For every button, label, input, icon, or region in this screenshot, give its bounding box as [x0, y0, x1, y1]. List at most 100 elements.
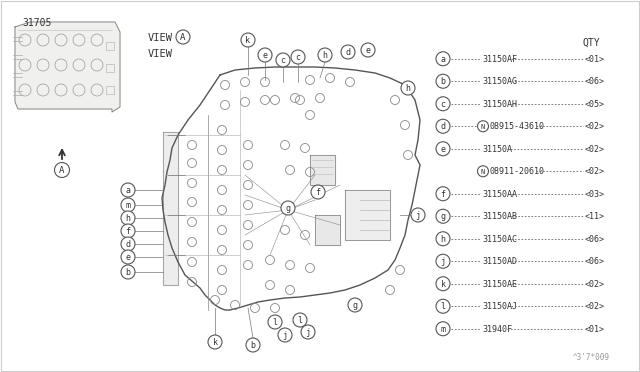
Text: N: N: [481, 124, 485, 129]
Text: d: d: [125, 240, 131, 249]
Circle shape: [436, 277, 450, 291]
Text: <06>: <06>: [585, 257, 605, 266]
Circle shape: [281, 201, 295, 215]
Circle shape: [341, 45, 355, 59]
Circle shape: [361, 43, 375, 57]
Text: <01>: <01>: [585, 325, 605, 334]
Text: h: h: [125, 214, 131, 223]
Circle shape: [121, 224, 135, 238]
Text: 31150AH: 31150AH: [482, 100, 517, 109]
Polygon shape: [345, 190, 390, 240]
Text: e: e: [262, 51, 268, 60]
Text: k: k: [246, 36, 250, 45]
Circle shape: [121, 237, 135, 251]
Text: a: a: [125, 186, 131, 195]
Text: f: f: [316, 188, 321, 197]
Circle shape: [268, 315, 282, 329]
Circle shape: [241, 33, 255, 47]
Circle shape: [121, 250, 135, 264]
Circle shape: [278, 328, 292, 342]
Polygon shape: [163, 132, 178, 285]
Text: c: c: [440, 100, 445, 109]
Text: k: k: [212, 338, 218, 347]
Circle shape: [121, 183, 135, 197]
Circle shape: [436, 97, 450, 111]
Circle shape: [436, 209, 450, 223]
Circle shape: [436, 187, 450, 201]
Text: c: c: [296, 53, 301, 62]
Circle shape: [121, 198, 135, 212]
Circle shape: [176, 30, 190, 44]
Polygon shape: [310, 155, 335, 185]
Circle shape: [436, 119, 450, 133]
Text: 31150AC: 31150AC: [482, 235, 517, 244]
Text: A: A: [60, 166, 65, 175]
Text: <02>: <02>: [585, 167, 605, 176]
Text: e: e: [365, 46, 371, 55]
Text: f: f: [125, 227, 131, 236]
Circle shape: [54, 163, 70, 177]
Circle shape: [291, 50, 305, 64]
Text: <05>: <05>: [585, 100, 605, 109]
Text: h: h: [323, 51, 328, 60]
Text: b: b: [440, 77, 445, 86]
Circle shape: [436, 52, 450, 66]
Text: <02>: <02>: [585, 302, 605, 311]
Text: 31705: 31705: [22, 18, 51, 28]
Circle shape: [293, 313, 307, 327]
Circle shape: [436, 142, 450, 156]
Text: a: a: [440, 55, 445, 64]
Text: c: c: [280, 56, 285, 65]
Circle shape: [348, 298, 362, 312]
Text: j: j: [415, 211, 420, 220]
Text: l: l: [273, 318, 278, 327]
Polygon shape: [315, 215, 340, 245]
Bar: [106, 42, 114, 50]
Circle shape: [436, 74, 450, 88]
Text: m: m: [440, 324, 445, 334]
Circle shape: [318, 48, 332, 62]
Text: 31150AJ: 31150AJ: [482, 302, 517, 311]
Text: 31150AA: 31150AA: [482, 190, 517, 199]
Text: b: b: [125, 268, 131, 277]
Text: <06>: <06>: [585, 235, 605, 244]
Text: g: g: [440, 212, 445, 221]
Text: 31150AD: 31150AD: [482, 257, 517, 266]
Text: <03>: <03>: [585, 190, 605, 199]
Text: k: k: [440, 279, 445, 289]
Text: 08915-43610: 08915-43610: [490, 122, 545, 131]
Text: ^3'7*009: ^3'7*009: [573, 353, 610, 362]
Text: <02>: <02>: [585, 145, 605, 154]
Circle shape: [121, 265, 135, 279]
Text: f: f: [440, 190, 445, 199]
Text: 08911-20610: 08911-20610: [490, 167, 545, 176]
Text: l: l: [298, 316, 303, 325]
Text: 31940F: 31940F: [482, 325, 512, 334]
Text: m: m: [125, 201, 131, 210]
Circle shape: [436, 254, 450, 268]
Text: h: h: [406, 84, 410, 93]
Circle shape: [477, 121, 488, 132]
Text: j: j: [440, 257, 445, 266]
Circle shape: [436, 299, 450, 313]
Text: 31150AG: 31150AG: [482, 77, 517, 86]
Text: j: j: [282, 331, 287, 340]
Circle shape: [436, 232, 450, 246]
Text: e: e: [440, 145, 445, 154]
Circle shape: [121, 211, 135, 225]
Text: l: l: [440, 302, 445, 311]
Circle shape: [411, 208, 425, 222]
Text: VIEW: VIEW: [148, 49, 173, 59]
Bar: [106, 64, 114, 72]
Text: QTY: QTY: [582, 38, 600, 48]
Text: 31150AE: 31150AE: [482, 280, 517, 289]
Text: j: j: [305, 328, 310, 337]
Text: b: b: [250, 341, 255, 350]
Text: 31150AB: 31150AB: [482, 212, 517, 221]
Polygon shape: [15, 22, 120, 112]
Text: 31150AF: 31150AF: [482, 55, 517, 64]
Text: e: e: [125, 253, 131, 262]
Text: N: N: [481, 169, 485, 174]
Text: d: d: [346, 48, 351, 57]
Circle shape: [477, 166, 488, 177]
